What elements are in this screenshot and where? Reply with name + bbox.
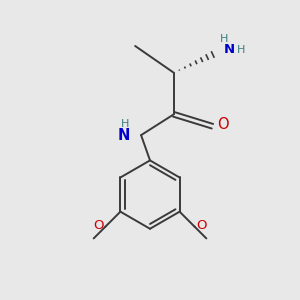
Text: N: N	[224, 43, 235, 56]
Text: O: O	[94, 218, 104, 232]
Text: H: H	[220, 34, 228, 44]
Text: O: O	[217, 117, 229, 132]
Text: H: H	[237, 44, 245, 55]
Text: O: O	[196, 218, 206, 232]
Text: N: N	[117, 128, 130, 142]
Text: H: H	[121, 118, 129, 129]
